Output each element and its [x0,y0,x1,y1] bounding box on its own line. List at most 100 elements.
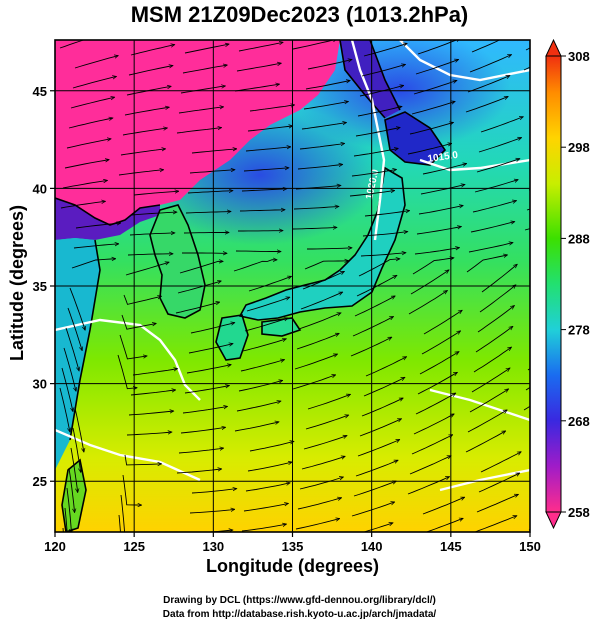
hokkaido [385,112,445,165]
streamline [413,414,454,435]
streamline [238,42,283,52]
streamline [245,147,291,152]
streamline [134,535,179,536]
streamline [242,339,286,352]
streamline [421,331,461,355]
streamline [480,117,523,133]
streamline [73,244,119,249]
x-tick-label: 150 [519,539,541,554]
y-tick-label: 45 [33,84,47,99]
streamline [71,259,116,269]
streamline [176,469,222,474]
streamline [67,307,82,351]
streamline [184,44,229,54]
streamline [132,369,178,376]
streamline [246,297,290,312]
streamline [243,168,289,172]
streamline [467,75,510,93]
streamline [186,365,231,374]
colorbar-tick-label: 298 [568,140,590,155]
streamline [66,487,72,532]
streamline [416,227,461,235]
streamline [465,431,506,453]
streamline [351,502,395,517]
streamline [248,276,292,292]
streamline [235,251,281,252]
streamline [120,149,166,156]
streamline [415,393,456,415]
streamline [410,270,449,295]
credit-data: Data from http://database.rish.kyoto-u.a… [162,609,437,620]
streamline [128,411,174,416]
streamline [477,306,514,333]
streamline [411,101,455,115]
streamline [469,54,512,73]
streamline [291,227,337,229]
streamline [178,448,224,454]
streamline [74,407,84,452]
streamline [408,291,447,315]
streamline [243,503,288,512]
streamline [301,123,347,130]
streamline [124,454,162,465]
streamline [244,318,288,332]
streamline [184,386,229,394]
streamline [182,406,228,414]
streamline [471,368,510,393]
streamline [303,102,348,110]
streamline [467,410,507,433]
streamline [351,169,397,177]
streamline [298,313,341,330]
streamline [241,524,287,532]
streamline [422,164,467,175]
streamline [355,127,400,137]
streamline [307,394,351,410]
y-axis-ticks: 25 30 35 40 45 [33,84,55,489]
streamline [180,86,225,94]
streamline [64,160,109,169]
streamline [131,212,177,216]
colorbar: 258 268 278 288 298 308 [545,38,590,530]
streamline [236,63,281,72]
streamline [307,248,352,249]
streamline [414,248,460,255]
streamline [70,447,78,493]
streamline [129,233,175,236]
streamline [180,427,226,434]
streamline [191,149,237,154]
streamline [183,232,229,233]
streamline [124,107,169,116]
streamline [409,122,454,135]
streamline [240,360,285,372]
streamline [300,291,343,310]
streamline [304,261,348,270]
streamline [305,415,349,430]
streamline [69,287,85,330]
colorbar-tick-label: 258 [568,505,590,520]
streamline [297,164,343,170]
streamline [239,210,285,211]
streamline [471,40,501,53]
streamline [179,261,223,274]
streamline [474,180,518,193]
streamline [62,180,107,189]
streamline [177,281,221,294]
streamline [412,258,454,275]
streamline [245,483,290,492]
streamline [480,452,521,473]
streamline [413,80,457,95]
streamline [353,148,398,157]
streamline [188,344,233,354]
streamline [415,59,459,75]
x-tick-label: 125 [123,539,145,554]
streamline [185,212,231,214]
streamline [241,189,287,192]
plot-area: 1020.0 1015.0 [55,40,530,536]
streamline [122,128,167,136]
streamline [478,138,522,153]
streamline [349,191,395,197]
shikoku [262,318,300,336]
streamline [365,357,407,377]
streamline [293,206,339,210]
